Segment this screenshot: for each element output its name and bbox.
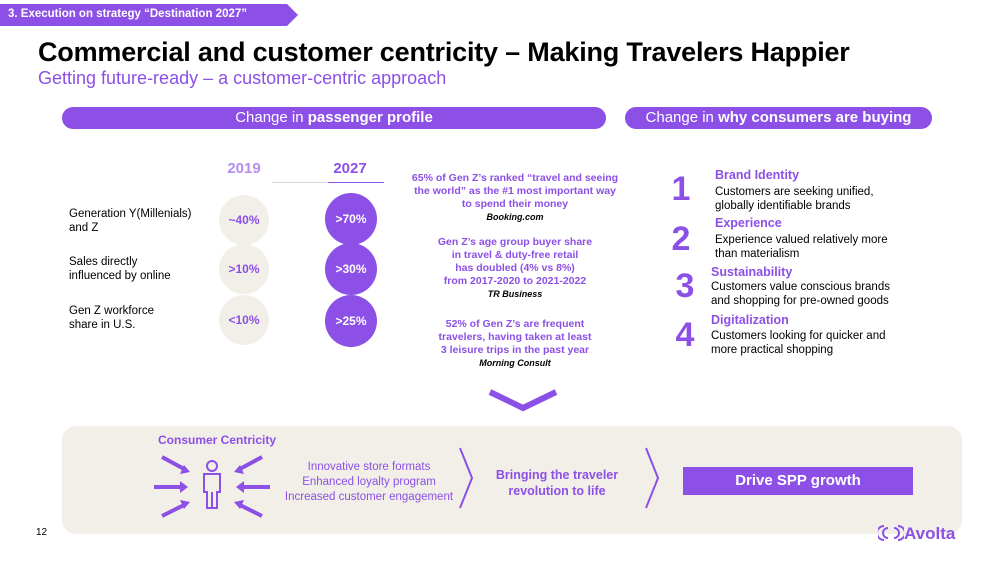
reason-title: Digitalization — [711, 313, 789, 327]
year-divider-light — [272, 182, 328, 183]
row-label-line: Gen Z workforce — [69, 305, 154, 317]
chevron-down-icon — [488, 389, 558, 412]
reason-number: 4 — [675, 316, 695, 354]
consumers-pill: Change in why consumers are buying — [625, 107, 932, 129]
reason-text: Customers looking for quicker and more p… — [711, 329, 886, 357]
stat-line: travelers, having taken at least — [438, 331, 592, 343]
reason-line: Experience valued relatively more — [715, 234, 888, 246]
stat-line: the world” as the #1 most important way — [414, 185, 616, 197]
reason-text: Experience valued relatively more than m… — [715, 233, 888, 261]
stat-line: from 2017-2020 to 2021-2022 — [443, 275, 587, 287]
stat-line: Gen Z’s age group buyer share — [437, 236, 593, 248]
pill-bold: why consumers are buying — [718, 109, 912, 126]
page-subtitle: Getting future-ready – a customer-centri… — [38, 68, 447, 88]
section-tag-label: 3. Execution on strategy “Destination 20… — [8, 8, 248, 20]
initiative-item: Increased customer engagement — [284, 491, 454, 503]
reason-number: 3 — [675, 267, 695, 305]
bringing-traveler-text: Bringing the traveler revolution to life — [482, 467, 632, 499]
chevron-right-icon — [645, 447, 660, 509]
consumer-centricity-title: Consumer Centricity — [158, 433, 277, 447]
reason-number: 1 — [671, 170, 691, 208]
bringing-line: Bringing the traveler — [495, 468, 619, 482]
stat-line: in travel & duty-free retail — [451, 249, 579, 261]
pill-bold: passenger profile — [307, 109, 433, 126]
avolta-logo-icon — [876, 525, 906, 541]
drive-spp-growth-box: Drive SPP growth — [683, 467, 913, 495]
pill-prefix: Change in — [235, 109, 308, 126]
reason-line: Customers value conscious brands — [711, 281, 890, 293]
reason-line: Customers looking for quicker and — [711, 330, 886, 342]
page-title: Commercial and customer centricity – Mak… — [38, 37, 850, 67]
reason-title: Brand Identity — [715, 168, 800, 182]
stat-line: to spend their money — [461, 198, 569, 210]
value-2019: <10% — [219, 295, 269, 345]
row-label: Generation Y(Millenials) and Z — [69, 207, 192, 235]
stat-source: Morning Consult — [479, 358, 551, 368]
initiatives-list: Innovative store formats Enhanced loyalt… — [274, 460, 464, 505]
page-number: 12 — [36, 527, 48, 538]
pill-prefix: Change in — [645, 109, 719, 126]
year-2019: 2019 — [227, 160, 261, 177]
bringing-line: revolution to life — [508, 484, 606, 498]
reason-title: Sustainability — [711, 265, 793, 279]
reason-line: Customers are seeking unified, — [715, 186, 874, 198]
row-label-line: influenced by online — [69, 270, 171, 282]
row-label-line: Generation Y(Millenials) — [69, 208, 192, 220]
reason-title: Experience — [715, 216, 782, 230]
year-divider — [328, 182, 384, 183]
stat-line: 52% of Gen Z’s are frequent — [445, 318, 585, 330]
reason-line: globally identifiable brands — [715, 200, 851, 212]
stat-block: 65% of Gen Z’s ranked “travel and seeing… — [400, 172, 630, 224]
row-label: Sales directly influenced by online — [69, 255, 171, 283]
row-label-line: Sales directly — [69, 256, 138, 268]
stat-line: 3 leisure trips in the past year — [440, 344, 590, 356]
initiative-item: Enhanced loyalty program — [302, 476, 436, 488]
avolta-logo: Avolta — [876, 524, 956, 544]
value-2019: ~40% — [219, 195, 269, 245]
initiative-item: Innovative store formats — [307, 461, 431, 473]
row-label: Gen Z workforce share in U.S. — [69, 304, 154, 332]
passenger-profile-pill: Change in passenger profile — [62, 107, 606, 129]
value-2027: >25% — [325, 295, 377, 347]
reason-line: and shopping for pre-owned goods — [711, 295, 889, 307]
value-2019: >10% — [219, 244, 269, 294]
row-label-line: and Z — [69, 222, 99, 234]
value-2027: >70% — [325, 193, 377, 245]
reason-text: Customers are seeking unified, globally … — [715, 185, 874, 213]
avolta-logo-text: Avolta — [904, 524, 956, 543]
consumer-arrows-icon — [154, 455, 270, 518]
chevron-right-icon — [459, 447, 474, 509]
stat-line: has doubled (4% vs 8%) — [455, 262, 575, 274]
reason-number: 2 — [671, 220, 691, 258]
section-tag: 3. Execution on strategy “Destination 20… — [0, 4, 298, 26]
value-2027: >30% — [325, 243, 377, 295]
stat-block: Gen Z’s age group buyer share in travel … — [400, 236, 630, 301]
row-label-line: share in U.S. — [69, 319, 136, 331]
reason-line: more practical shopping — [711, 344, 834, 356]
reason-line: than materialism — [715, 248, 800, 260]
stat-source: TR Business — [487, 289, 543, 299]
reason-text: Customers value conscious brands and sho… — [711, 280, 890, 308]
stat-line: 65% of Gen Z’s ranked “travel and seeing — [411, 172, 619, 184]
stat-block: 52% of Gen Z’s are frequent travelers, h… — [400, 318, 630, 370]
year-2027: 2027 — [333, 160, 367, 177]
stat-source: Booking.com — [486, 212, 544, 222]
